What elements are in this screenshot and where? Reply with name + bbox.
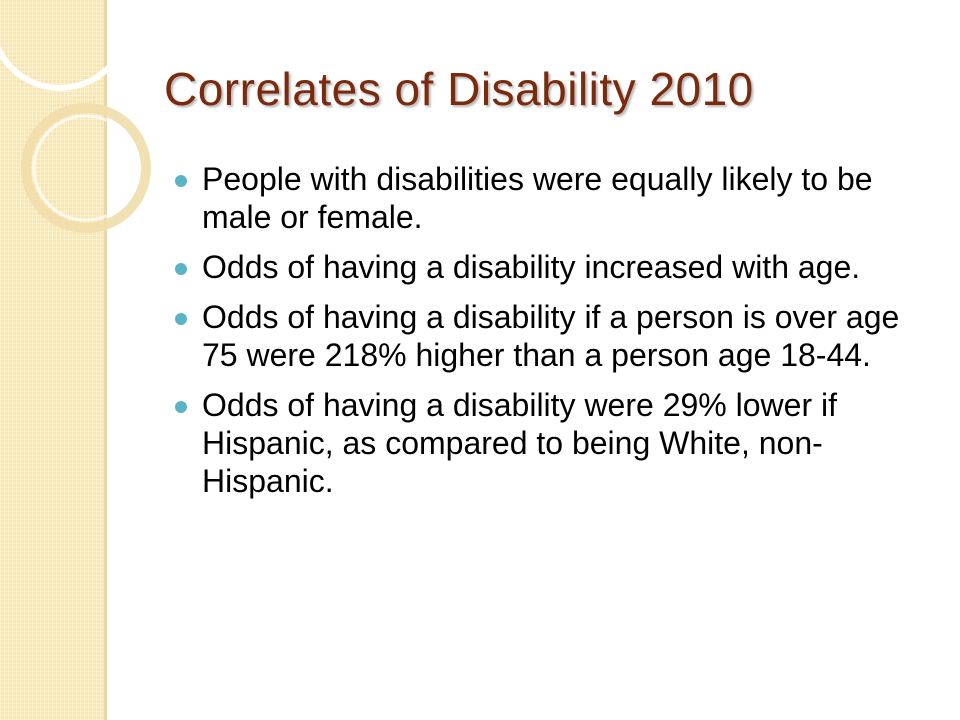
lower-ring-highlight [32, 114, 140, 222]
bullet-dot-icon [175, 175, 187, 187]
bullet-dot-icon [175, 313, 187, 325]
slide-title: Correlates of Disability 2010 [164, 63, 754, 115]
side-band-edge [104, 0, 107, 720]
bullet-dot-icon [175, 263, 187, 275]
bullet-item: Odds of having a disability if a person … [172, 298, 932, 374]
bullet-dot-icon [175, 401, 187, 413]
decorative-rings [0, 0, 151, 233]
upper-ring [0, 0, 131, 91]
bullet-item: People with disabilities were equally li… [172, 160, 932, 236]
bullet-list: People with disabilities were equally li… [172, 160, 932, 512]
bullet-item: Odds of having a disability were 29% low… [172, 386, 932, 500]
bullet-text: Odds of having a disability if a person … [202, 299, 900, 373]
bullet-item: Odds of having a disability increased wi… [172, 248, 932, 286]
bullet-text: Odds of having a disability were 29% low… [202, 387, 837, 499]
bullet-text: Odds of having a disability increased wi… [202, 249, 861, 285]
bullet-text: People with disabilities were equally li… [202, 161, 873, 235]
lower-ring [21, 103, 151, 233]
